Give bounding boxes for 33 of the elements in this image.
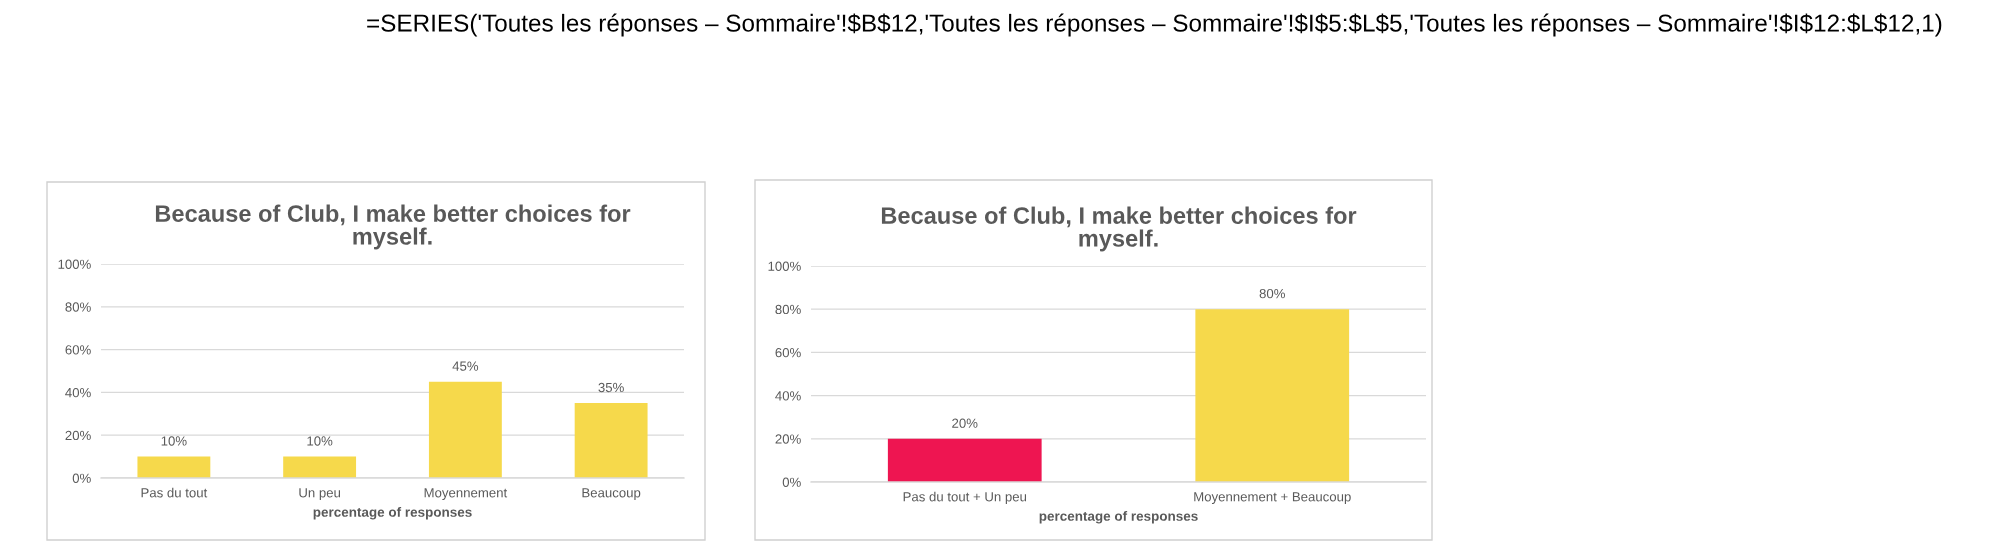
bar: [137, 456, 211, 478]
y-tick-label: 0%: [782, 477, 801, 487]
y-tick-label: 0%: [72, 473, 91, 483]
y-tick-label: 40%: [65, 387, 91, 398]
data-label: 80%: [1259, 288, 1285, 299]
y-tick-label: 80%: [65, 302, 91, 312]
data-label: 35%: [598, 382, 624, 393]
chart-title: Because of Club, I make better choices for myself.: [881, 206, 1357, 252]
x-tick-label: Beaucoup: [582, 488, 641, 501]
x-axis-title: percentage of responses: [313, 506, 472, 520]
y-tick-label: 20%: [65, 430, 91, 441]
y-tick-label: 100%: [58, 259, 91, 269]
data-label: 10%: [307, 436, 333, 446]
bar: [428, 381, 502, 478]
y-tick-label: 60%: [65, 345, 91, 355]
y-tick-label: 80%: [775, 304, 801, 315]
x-tick-label: Moyennement + Beaucoup: [1194, 492, 1351, 505]
x-axis-title: percentage of responses: [1039, 510, 1198, 524]
x-tick-label: Pas du tout + Un peu: [903, 491, 1027, 505]
y-tick-label: 20%: [775, 434, 801, 444]
x-tick-label: Moyennement: [424, 488, 508, 501]
y-tick-label: 100%: [768, 261, 801, 271]
data-label: 20%: [952, 418, 978, 428]
x-tick-label: Pas du tout: [141, 487, 208, 498]
y-tick-label: 40%: [775, 391, 801, 401]
text: =SERIES('Toutes les réponses – Sommaire'!$B$12,'Toutes les réponses – Sommaire'!$I$5:$L$5,'Toutes les réponses – Sommaire'!$I$12:$L$12,1): [367, 13, 1942, 37]
data-label: 45%: [452, 361, 479, 371]
chart-title: Because of Club, I make better choices for myself.: [155, 204, 631, 250]
y-tick-label: 60%: [775, 347, 801, 358]
data-label: 10%: [161, 436, 187, 446]
bar: [574, 403, 648, 478]
bar: [283, 456, 357, 478]
x-tick-label: Un peu: [299, 488, 341, 501]
